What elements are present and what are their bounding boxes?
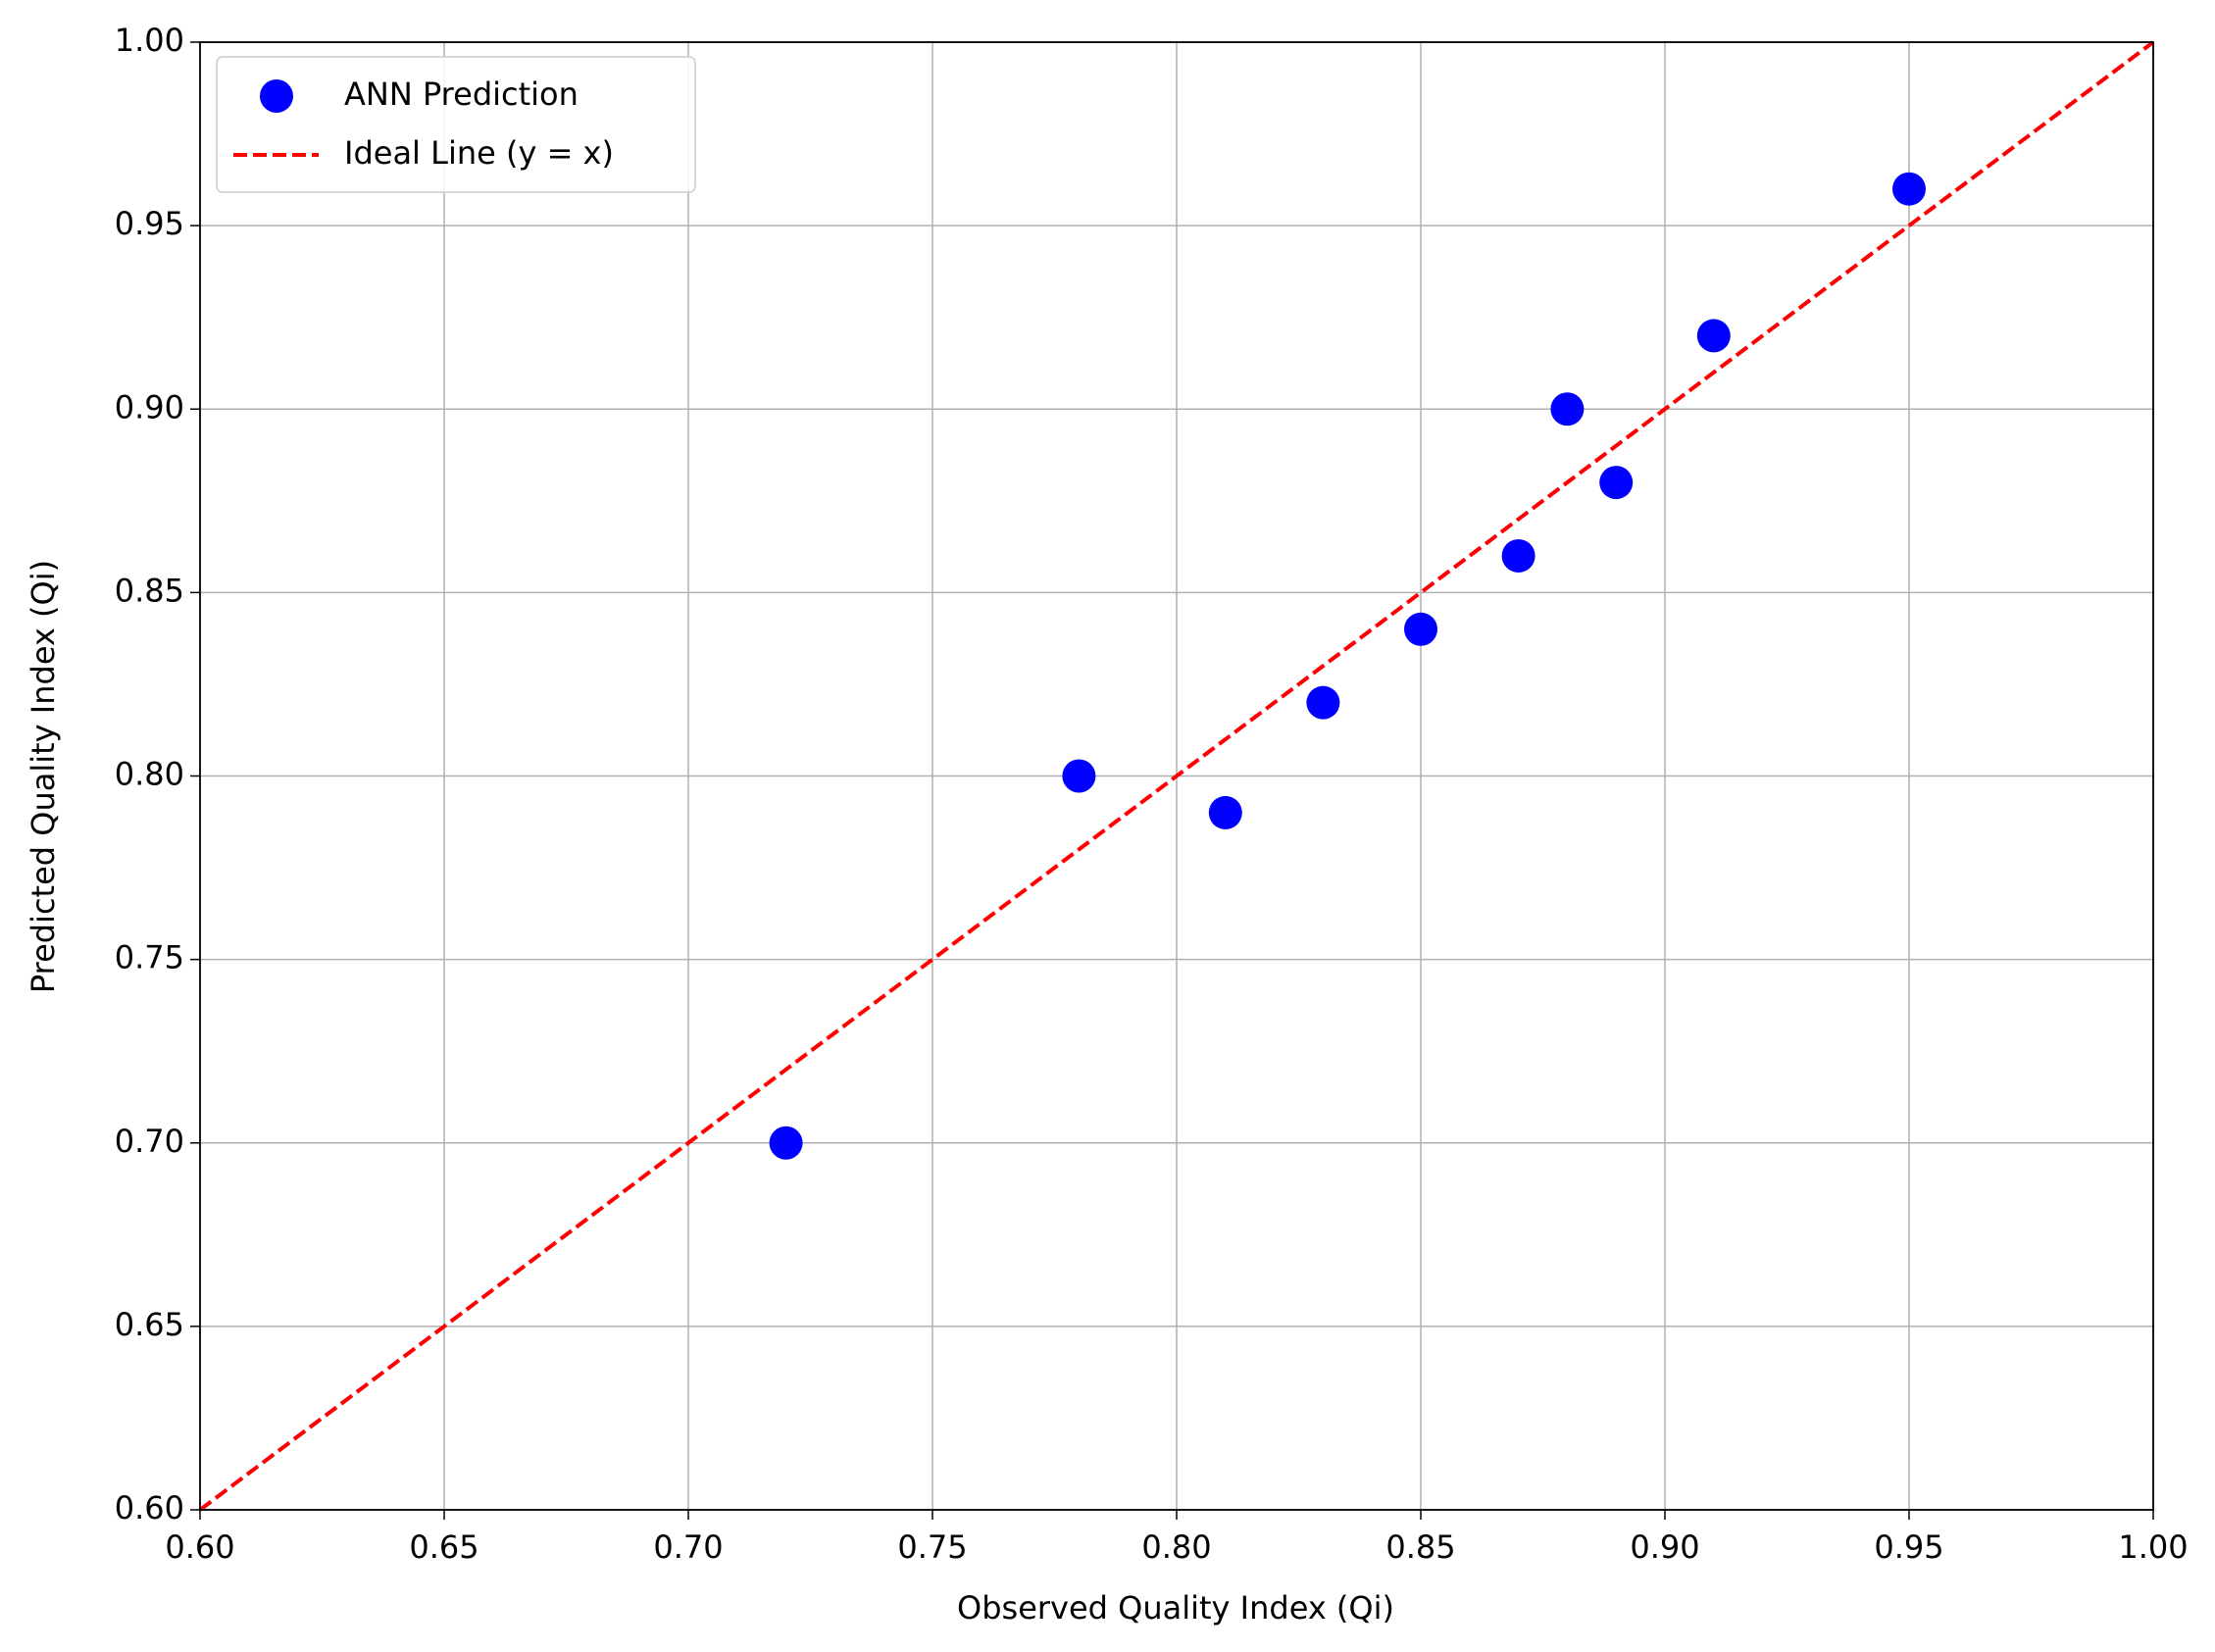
legend-label: Ideal Line (y = x)	[344, 134, 614, 172]
point	[1550, 392, 1585, 426]
point	[1208, 795, 1242, 829]
y-axis-label: Predicted Quality Index (Qi)	[25, 560, 62, 993]
y-tick-label: 0.75	[115, 939, 184, 976]
y-tick-label: 0.80	[115, 756, 184, 793]
x-tick-label: 0.70	[653, 1528, 723, 1566]
point	[769, 1126, 803, 1160]
x-tick-label: 0.65	[409, 1528, 478, 1566]
point	[1696, 319, 1731, 353]
x-tick-label: 1.00	[2118, 1528, 2188, 1566]
y-tick-label: 1.00	[115, 22, 184, 59]
y-tick-label: 0.60	[115, 1489, 184, 1527]
x-tick-label: 0.80	[1141, 1528, 1211, 1566]
x-tick-label: 0.60	[165, 1528, 234, 1566]
x-axis-label: Observed Quality Index (Qi)	[957, 1589, 1394, 1627]
point	[1404, 612, 1437, 646]
y-tick-label: 0.65	[115, 1306, 184, 1343]
plot-frame	[199, 41, 2154, 1511]
point	[1599, 466, 1634, 500]
y-tick-label: 0.90	[115, 388, 184, 426]
x-tick-label: 0.90	[1630, 1528, 1699, 1566]
legend-marker	[260, 79, 293, 113]
y-tick-label: 0.70	[115, 1123, 184, 1160]
legend-label: ANN Prediction	[344, 75, 579, 113]
point	[1306, 685, 1340, 720]
x-tick-label: 0.95	[1874, 1528, 1943, 1566]
y-tick-label: 0.95	[115, 205, 184, 242]
y-tick-label: 0.85	[115, 572, 184, 609]
x-tick-label: 0.75	[897, 1528, 967, 1566]
point	[1062, 759, 1096, 793]
point	[1501, 538, 1535, 573]
legend-box	[216, 56, 696, 193]
point	[1892, 172, 1926, 206]
x-tick-label: 0.85	[1385, 1528, 1455, 1566]
line	[198, 40, 2155, 1512]
